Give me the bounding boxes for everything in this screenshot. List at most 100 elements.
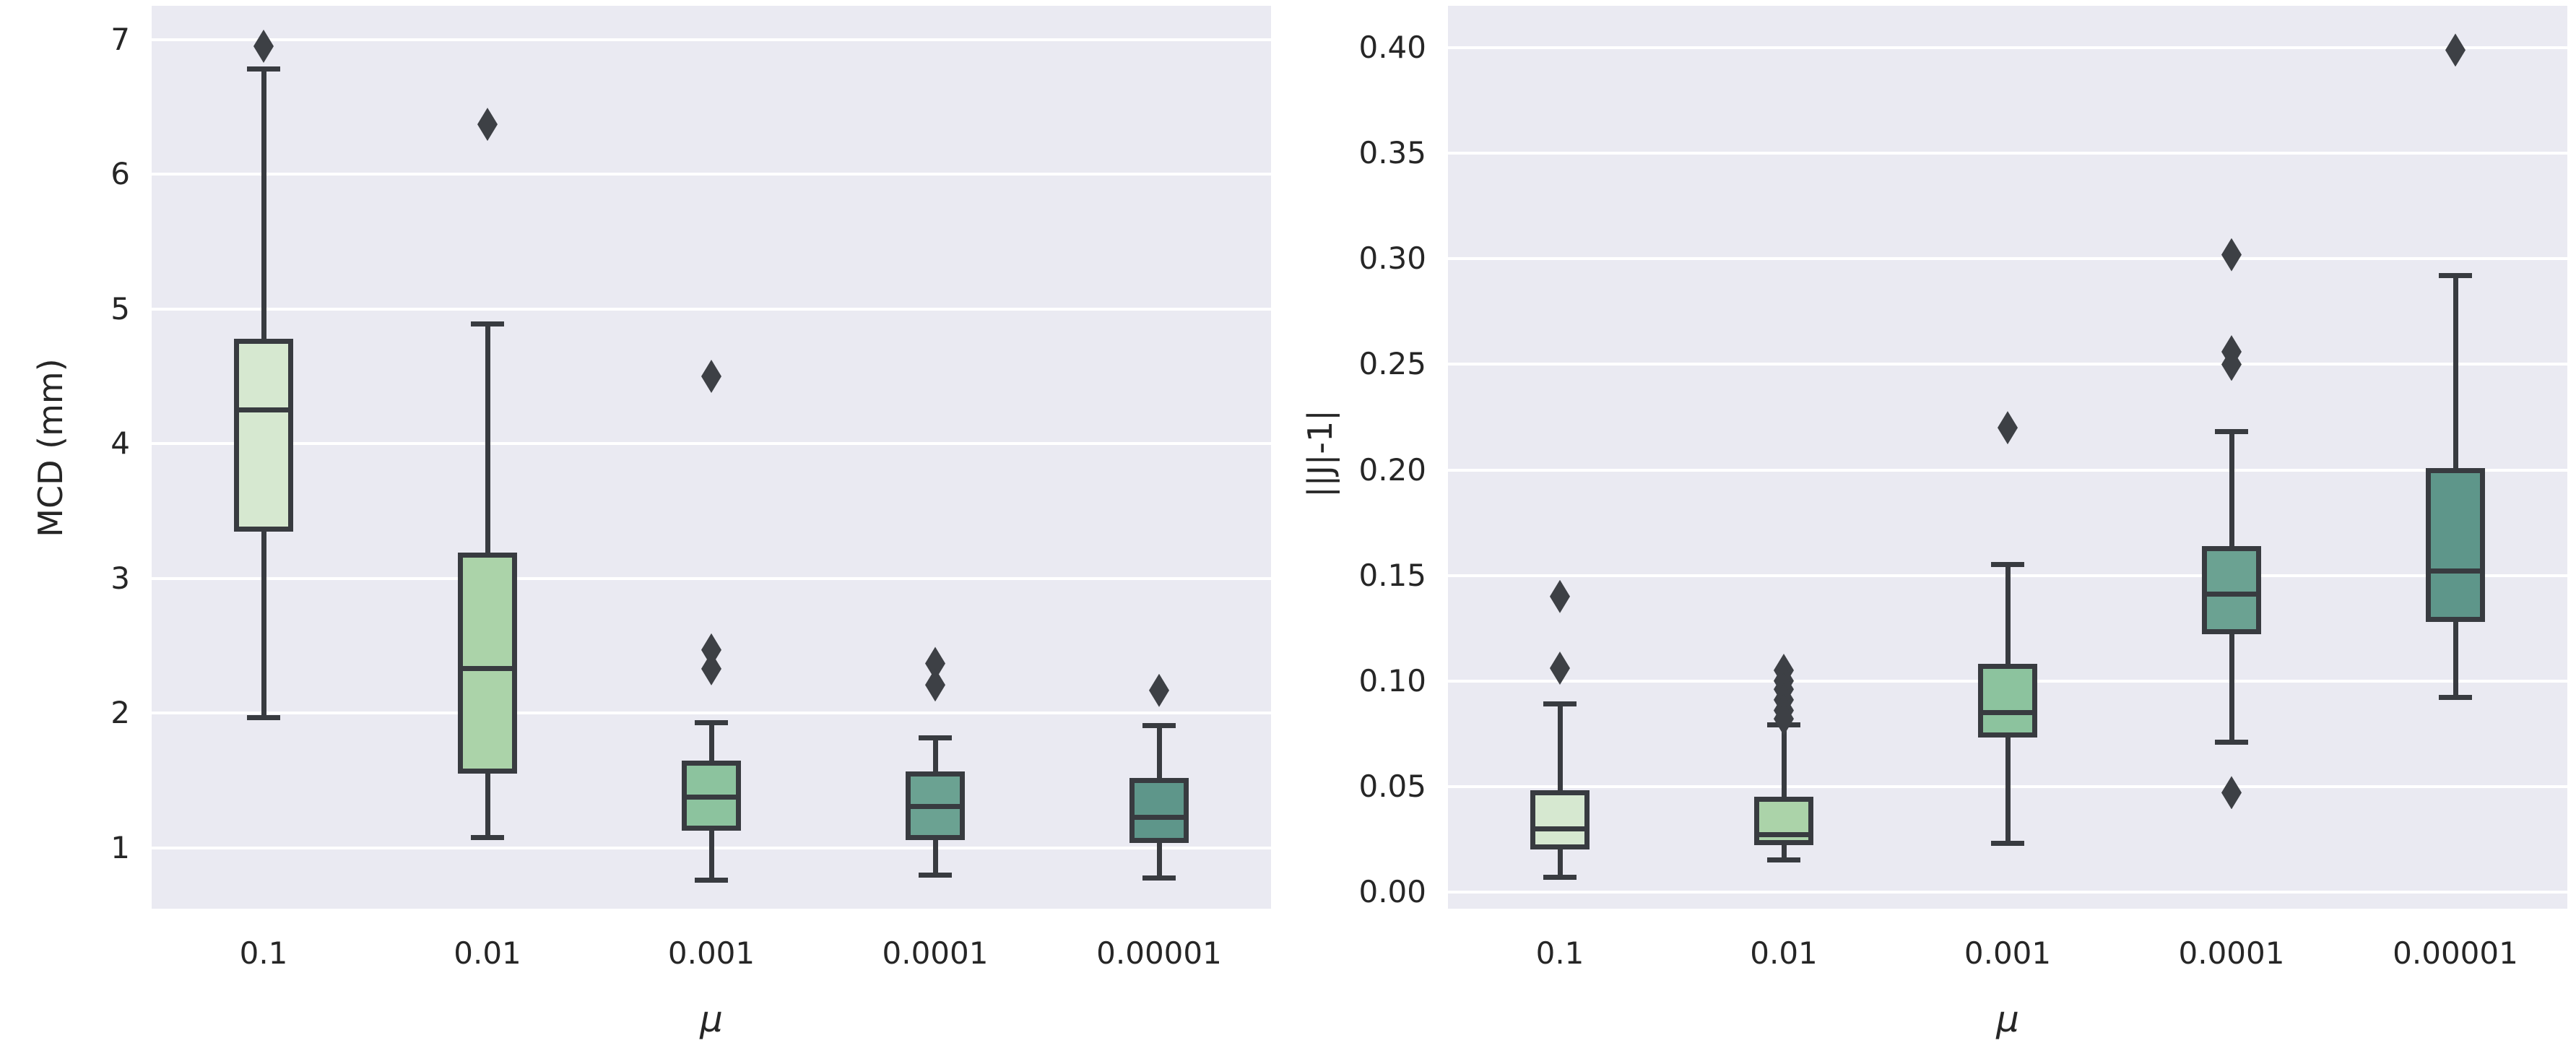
- whisker-cap-upper: [919, 735, 952, 740]
- y-tick-label: 0.10: [1358, 662, 1426, 698]
- gridline: [152, 173, 1271, 176]
- gridline: [152, 576, 1271, 580]
- box-0.1: [234, 338, 293, 532]
- jacobian-x-axis-label: μ: [1996, 998, 2019, 1040]
- whisker-lower: [2005, 738, 2011, 844]
- whisker-cap-upper: [247, 66, 280, 72]
- x-tick-label: 0.1: [239, 935, 288, 971]
- x-tick-label: 0.01: [1750, 935, 1818, 971]
- whisker-cap-lower: [695, 878, 728, 883]
- x-tick-label: 0.00001: [1096, 935, 1222, 971]
- box-0.001: [1978, 664, 2037, 738]
- y-tick-label: 0.30: [1358, 241, 1426, 277]
- median-line: [2207, 592, 2256, 597]
- y-tick-label: 0.35: [1358, 135, 1426, 171]
- whisker-cap-upper: [471, 321, 504, 326]
- whisker-lower: [485, 774, 490, 838]
- gridline: [1448, 152, 2567, 155]
- box-0.1: [1530, 790, 1590, 850]
- mcd-x-axis-label: μ: [700, 998, 723, 1040]
- whisker-cap-upper: [695, 720, 728, 726]
- whisker-cap-upper: [2439, 273, 2472, 279]
- gridline: [1448, 890, 2567, 894]
- gridline: [1448, 257, 2567, 261]
- median-line: [1983, 709, 2032, 715]
- gridline: [152, 442, 1271, 446]
- x-tick-label: 0.001: [667, 935, 755, 971]
- y-tick-label: 0.05: [1358, 768, 1426, 804]
- whisker-cap-lower: [1991, 840, 2024, 846]
- median-line: [1535, 826, 1584, 831]
- median-line: [1759, 832, 1808, 838]
- whisker-cap-lower: [2215, 739, 2248, 745]
- box-0.01: [1754, 797, 1813, 846]
- whisker-cap-upper: [2215, 429, 2248, 435]
- whisker-upper: [1781, 725, 1787, 797]
- y-tick-label: 0.25: [1358, 346, 1426, 382]
- median-line: [1135, 814, 1184, 820]
- whisker-lower: [1781, 845, 1787, 860]
- whisker-cap-lower: [1767, 857, 1800, 863]
- median-line: [687, 794, 736, 800]
- whisker-lower: [708, 830, 714, 881]
- gridline: [152, 38, 1271, 41]
- x-tick-label: 0.00001: [2393, 935, 2518, 971]
- whisker-upper: [932, 738, 938, 771]
- y-tick-label: 0.15: [1358, 557, 1426, 593]
- y-tick-label: 7: [110, 21, 130, 57]
- whisker-lower: [2229, 634, 2234, 743]
- median-line: [911, 803, 960, 809]
- box-0.01: [458, 553, 517, 774]
- y-tick-label: 6: [110, 156, 130, 192]
- y-tick-label: 1: [110, 830, 130, 866]
- gridline: [152, 307, 1271, 311]
- whisker-upper: [1557, 704, 1563, 791]
- y-tick-label: 3: [110, 560, 130, 596]
- whisker-lower: [1156, 842, 1162, 878]
- gridline: [1448, 468, 2567, 472]
- box-0.00001: [1129, 778, 1189, 843]
- x-tick-label: 0.1: [1535, 935, 1584, 971]
- box-0.00001: [2426, 467, 2485, 622]
- whisker-upper: [2005, 564, 2011, 665]
- gridline: [152, 712, 1271, 715]
- y-tick-label: 0.00: [1358, 873, 1426, 909]
- y-tick-label: 5: [110, 290, 130, 326]
- whisker-cap-lower: [247, 714, 280, 720]
- whisker-upper: [2229, 431, 2234, 546]
- x-tick-label: 0.001: [1964, 935, 2052, 971]
- whisker-cap-upper: [1142, 722, 1176, 728]
- gridline: [1448, 363, 2567, 366]
- whisker-lower: [932, 839, 938, 875]
- whisker-upper: [261, 69, 266, 339]
- whisker-lower: [2453, 621, 2458, 698]
- gridline: [1448, 46, 2567, 50]
- x-tick-label: 0.0001: [882, 935, 989, 971]
- box-0.0001: [2202, 545, 2261, 635]
- whisker-upper: [485, 324, 490, 553]
- whisker-upper: [1156, 725, 1162, 779]
- median-line: [2431, 568, 2480, 574]
- median-line: [463, 666, 512, 672]
- whisker-upper: [2453, 275, 2458, 468]
- whisker-cap-upper: [1991, 562, 2024, 568]
- whisker-cap-upper: [1543, 701, 1577, 707]
- whisker-lower: [261, 531, 266, 718]
- y-tick-label: 4: [110, 425, 130, 462]
- whisker-cap-lower: [471, 834, 504, 840]
- whisker-lower: [1557, 849, 1563, 878]
- x-tick-label: 0.01: [454, 935, 521, 971]
- whisker-cap-lower: [1142, 875, 1176, 881]
- whisker-upper: [708, 722, 714, 761]
- whisker-cap-lower: [919, 872, 952, 878]
- whisker-cap-lower: [2439, 695, 2472, 701]
- whisker-cap-lower: [1543, 874, 1577, 880]
- x-tick-label: 0.0001: [2178, 935, 2285, 971]
- y-tick-label: 2: [110, 695, 130, 731]
- y-tick-label: 0.20: [1358, 451, 1426, 488]
- median-line: [239, 407, 288, 413]
- y-tick-label: 0.40: [1358, 30, 1426, 66]
